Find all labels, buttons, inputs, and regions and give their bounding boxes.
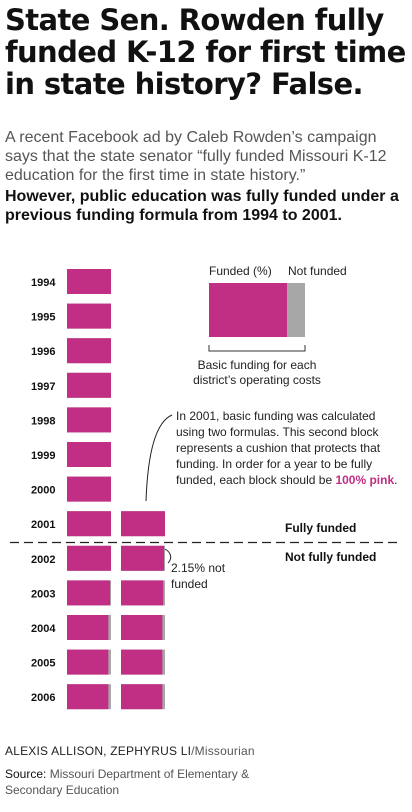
cushion-bar-funded xyxy=(121,684,163,710)
year-tick-label: 2001 xyxy=(31,519,55,531)
annotation-line: In 2001, basic funding was calculated xyxy=(176,409,375,423)
credit-authors: ALEXIS ALLISON, ZEPHYRUS LI xyxy=(5,744,192,758)
year-tick-label: 1998 xyxy=(31,415,55,427)
basic-bar-funded xyxy=(67,269,111,294)
status-fully-funded: Fully funded xyxy=(285,521,356,535)
dek-emphasis: However, public education was fully fund… xyxy=(5,188,399,224)
legend-caption-line2: district’s operating costs xyxy=(193,373,321,387)
basic-bar-funded xyxy=(67,580,111,606)
annotation-suffix: . xyxy=(394,473,397,487)
year-tick-label: 2004 xyxy=(31,623,56,635)
dek: A recent Facebook ad by Caleb Rowden’s c… xyxy=(5,129,387,184)
year-tick-label: 2005 xyxy=(31,658,55,670)
note-2002-line2: funded xyxy=(171,577,208,591)
year-tick-label: 2002 xyxy=(31,554,55,566)
note-2002-line1: 2.15% not xyxy=(171,561,226,575)
legend-not-funded-swatch xyxy=(287,283,305,337)
year-tick-label: 2003 xyxy=(31,588,55,600)
source-text: Missouri Department of Elementary & Seco… xyxy=(5,767,250,797)
year-tick-label: 1997 xyxy=(31,381,55,393)
year-tick-label: 1995 xyxy=(31,312,55,324)
credit-org: /Missourian xyxy=(191,744,255,758)
basic-bar-funded xyxy=(67,303,111,329)
legend: Funded (%) Not funded Basic funding for … xyxy=(193,264,347,387)
legend-funded-label: Funded (%) xyxy=(209,264,272,278)
source-label: Source: xyxy=(5,767,47,781)
annotation-line: funding. In order for a year to be fully xyxy=(176,457,372,471)
basic-bar-funded xyxy=(67,615,109,640)
status-not-fully-funded: Not fully funded xyxy=(285,550,376,564)
basic-bar-funded xyxy=(67,684,109,710)
cushion-funding-bars xyxy=(121,511,165,710)
basic-bar-funded xyxy=(67,476,111,502)
basic-bar-funded xyxy=(67,338,111,364)
year-tick-label: 1994 xyxy=(31,277,56,289)
legend-caption-line1: Basic funding for each xyxy=(198,358,317,372)
note-leader-line xyxy=(164,548,172,564)
funding-chart: 1994 1995 1996 1997 1998 1999 2000 2001 2002 2003… xyxy=(10,264,402,710)
headline: State Sen. Rowden fully funded K-12 for … xyxy=(5,3,406,101)
basic-bar-funded xyxy=(67,649,109,675)
source: Source: Missouri Department of Elementar… xyxy=(5,766,305,798)
annotation-2001: In 2001, basic funding was calculated us… xyxy=(145,409,398,502)
credit: ALEXIS ALLISON, ZEPHYRUS LI/Missourian xyxy=(5,744,255,758)
legend-not-funded-label: Not funded xyxy=(288,264,347,278)
year-tick-label: 1996 xyxy=(31,346,55,358)
cushion-bar-funded xyxy=(121,545,165,571)
annotation-highlight: 100% pink xyxy=(335,473,394,487)
cushion-bar-funded xyxy=(121,649,163,675)
annotation-line: using two formulas. This second block xyxy=(176,425,380,439)
legend-bracket xyxy=(208,345,306,352)
year-tick-label: 2000 xyxy=(31,485,55,497)
annotation-leader-line xyxy=(145,414,173,502)
basic-bar-funded xyxy=(67,372,111,398)
annotation-prefix: funded, each block should be xyxy=(176,473,335,487)
basic-bar-funded xyxy=(67,545,111,571)
basic-bar-funded xyxy=(67,407,111,433)
year-axis: 1994 1995 1996 1997 1998 1999 2000 2001 2002 2003… xyxy=(31,277,56,704)
cushion-bar-funded xyxy=(121,615,163,640)
cushion-bar-funded xyxy=(121,511,165,537)
legend-funded-swatch xyxy=(209,283,287,337)
note-2002: 2.15% not funded xyxy=(164,548,226,591)
cushion-bar-funded xyxy=(121,580,164,606)
basic-funding-bars xyxy=(67,269,111,710)
annotation-line-last: funded, each block should be 100% pink. xyxy=(176,473,398,487)
basic-bar-funded xyxy=(67,442,111,467)
basic-bar-funded xyxy=(67,511,111,537)
annotation-line: represents a cushion that protects that xyxy=(176,441,381,455)
year-tick-label: 1999 xyxy=(31,450,55,462)
year-tick-label: 2006 xyxy=(31,692,55,704)
